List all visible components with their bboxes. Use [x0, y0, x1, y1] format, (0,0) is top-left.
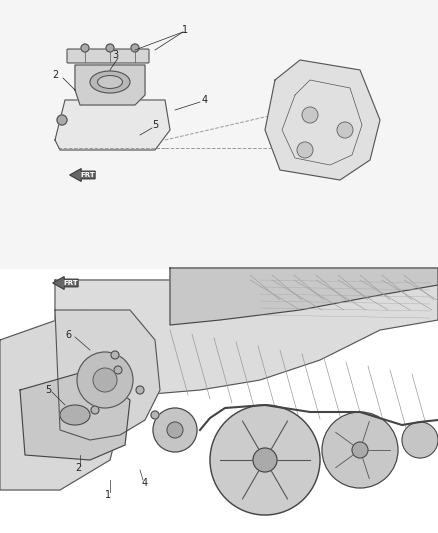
Circle shape: [57, 115, 67, 125]
Text: 5: 5: [152, 120, 158, 130]
Circle shape: [91, 406, 99, 414]
Circle shape: [131, 44, 139, 52]
Polygon shape: [70, 169, 95, 181]
FancyBboxPatch shape: [67, 49, 149, 63]
Text: 6: 6: [65, 330, 71, 340]
Text: 1: 1: [105, 490, 111, 500]
Text: 4: 4: [142, 478, 148, 488]
Circle shape: [151, 411, 159, 419]
Circle shape: [111, 351, 119, 359]
Circle shape: [153, 408, 197, 452]
Polygon shape: [0, 0, 438, 268]
Circle shape: [136, 386, 144, 394]
Polygon shape: [75, 65, 145, 105]
Ellipse shape: [90, 71, 130, 93]
Circle shape: [337, 122, 353, 138]
Polygon shape: [20, 370, 130, 460]
Text: FRT: FRT: [64, 280, 78, 286]
Text: 1: 1: [182, 25, 188, 35]
Polygon shape: [55, 100, 170, 150]
Polygon shape: [0, 310, 130, 490]
Text: 5: 5: [45, 385, 51, 395]
Text: 2: 2: [75, 463, 81, 473]
Polygon shape: [170, 268, 438, 325]
Polygon shape: [265, 60, 380, 180]
Polygon shape: [53, 277, 78, 289]
Text: 2: 2: [52, 70, 58, 80]
Circle shape: [253, 448, 277, 472]
Circle shape: [81, 44, 89, 52]
Circle shape: [297, 142, 313, 158]
Text: 4: 4: [202, 95, 208, 105]
Text: 3: 3: [112, 50, 118, 60]
Circle shape: [167, 422, 183, 438]
Circle shape: [106, 44, 114, 52]
Ellipse shape: [98, 76, 123, 88]
Circle shape: [352, 442, 368, 458]
Circle shape: [302, 107, 318, 123]
Circle shape: [402, 422, 438, 458]
Ellipse shape: [60, 405, 90, 425]
Circle shape: [322, 412, 398, 488]
Circle shape: [93, 368, 117, 392]
Circle shape: [210, 405, 320, 515]
Polygon shape: [55, 310, 160, 440]
Polygon shape: [55, 280, 438, 400]
Circle shape: [77, 352, 133, 408]
Circle shape: [114, 366, 122, 374]
Text: FRT: FRT: [81, 172, 95, 178]
